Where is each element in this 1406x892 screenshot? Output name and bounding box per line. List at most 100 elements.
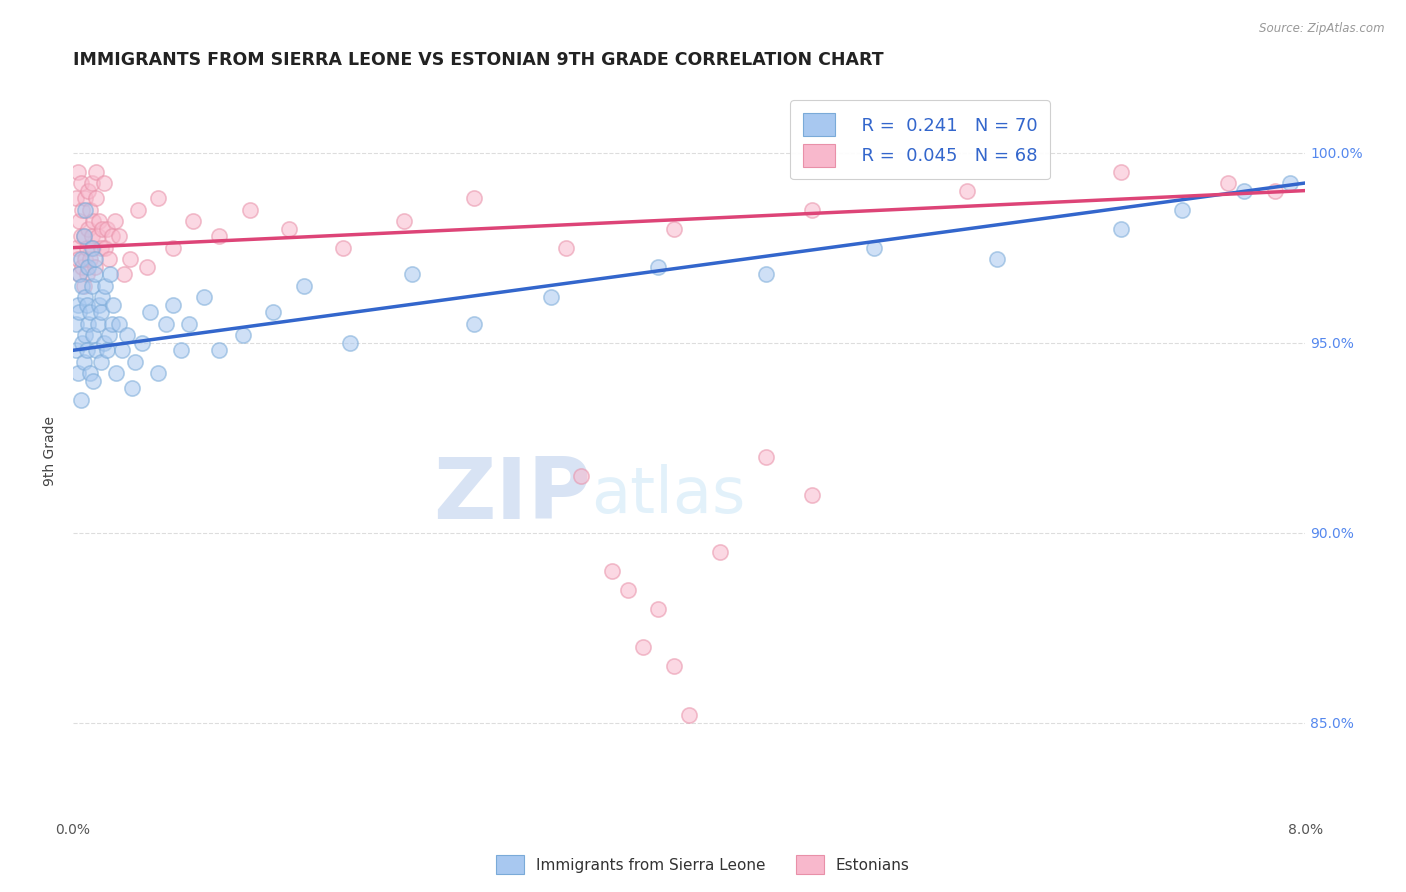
Text: Source: ZipAtlas.com: Source: ZipAtlas.com	[1260, 22, 1385, 36]
Point	[66, 164, 89, 178]
Point	[1218, 176, 1240, 190]
Point	[181, 214, 204, 228]
Point	[84, 164, 107, 178]
Point	[97, 252, 120, 266]
Point	[463, 191, 485, 205]
Point	[84, 191, 107, 205]
Point	[647, 260, 669, 274]
Point	[292, 278, 315, 293]
Point	[87, 229, 110, 244]
Point	[600, 564, 623, 578]
Point	[262, 305, 284, 319]
Point	[986, 252, 1008, 266]
Point	[136, 260, 159, 274]
Point	[69, 229, 91, 244]
Point	[93, 335, 115, 350]
Point	[131, 335, 153, 350]
Point	[801, 488, 824, 502]
Point	[84, 343, 107, 358]
Point	[1171, 202, 1194, 217]
Point	[162, 241, 184, 255]
Point	[66, 298, 89, 312]
Point	[67, 267, 90, 281]
Point	[82, 214, 104, 228]
Point	[69, 176, 91, 190]
Point	[801, 202, 824, 217]
Point	[67, 267, 90, 281]
Point	[79, 202, 101, 217]
Text: IMMIGRANTS FROM SIERRA LEONE VS ESTONIAN 9TH GRADE CORRELATION CHART: IMMIGRANTS FROM SIERRA LEONE VS ESTONIAN…	[73, 51, 884, 69]
Point	[120, 252, 142, 266]
Point	[77, 317, 100, 331]
Point	[75, 191, 97, 205]
Point	[105, 366, 128, 380]
Legend: Immigrants from Sierra Leone, Estonians: Immigrants from Sierra Leone, Estonians	[491, 849, 915, 880]
Point	[90, 354, 112, 368]
Point	[1264, 184, 1286, 198]
Point	[72, 335, 94, 350]
Point	[83, 252, 105, 266]
Point	[631, 640, 654, 654]
Point	[1109, 164, 1132, 178]
Point	[647, 602, 669, 616]
Point	[94, 278, 117, 293]
Point	[100, 317, 122, 331]
Point	[193, 290, 215, 304]
Point	[108, 229, 131, 244]
Point	[277, 221, 299, 235]
Point	[162, 298, 184, 312]
Point	[90, 241, 112, 255]
Text: ZIP: ZIP	[433, 454, 591, 537]
Point	[75, 252, 97, 266]
Point	[231, 328, 253, 343]
Point	[89, 214, 111, 228]
Point	[104, 214, 127, 228]
Point	[101, 298, 124, 312]
Point	[208, 343, 231, 358]
Point	[96, 343, 118, 358]
Point	[77, 260, 100, 274]
Point	[66, 366, 89, 380]
Point	[72, 202, 94, 217]
Point	[73, 354, 96, 368]
Point	[208, 229, 231, 244]
Point	[111, 343, 134, 358]
Point	[239, 202, 262, 217]
Point	[94, 241, 117, 255]
Point	[96, 221, 118, 235]
Point	[955, 184, 977, 198]
Point	[65, 191, 87, 205]
Point	[72, 278, 94, 293]
Point	[76, 298, 98, 312]
Point	[146, 191, 169, 205]
Text: atlas: atlas	[591, 464, 745, 526]
Point	[66, 252, 89, 266]
Point	[80, 278, 103, 293]
Point	[112, 267, 135, 281]
Point	[90, 305, 112, 319]
Point	[83, 260, 105, 274]
Point	[89, 298, 111, 312]
Point	[863, 241, 886, 255]
Point	[79, 252, 101, 266]
Point	[1233, 184, 1256, 198]
Point	[67, 214, 90, 228]
Point	[72, 260, 94, 274]
Point	[75, 328, 97, 343]
Point	[67, 305, 90, 319]
Point	[662, 659, 685, 673]
Point	[79, 305, 101, 319]
Point	[755, 450, 778, 464]
Point	[332, 241, 354, 255]
Point	[755, 267, 778, 281]
Point	[73, 229, 96, 244]
Point	[108, 317, 131, 331]
Point	[709, 545, 731, 559]
Point	[65, 241, 87, 255]
Point	[73, 278, 96, 293]
Point	[80, 229, 103, 244]
Point	[540, 290, 562, 304]
Point	[155, 317, 177, 331]
Point	[75, 202, 97, 217]
Point	[69, 392, 91, 407]
